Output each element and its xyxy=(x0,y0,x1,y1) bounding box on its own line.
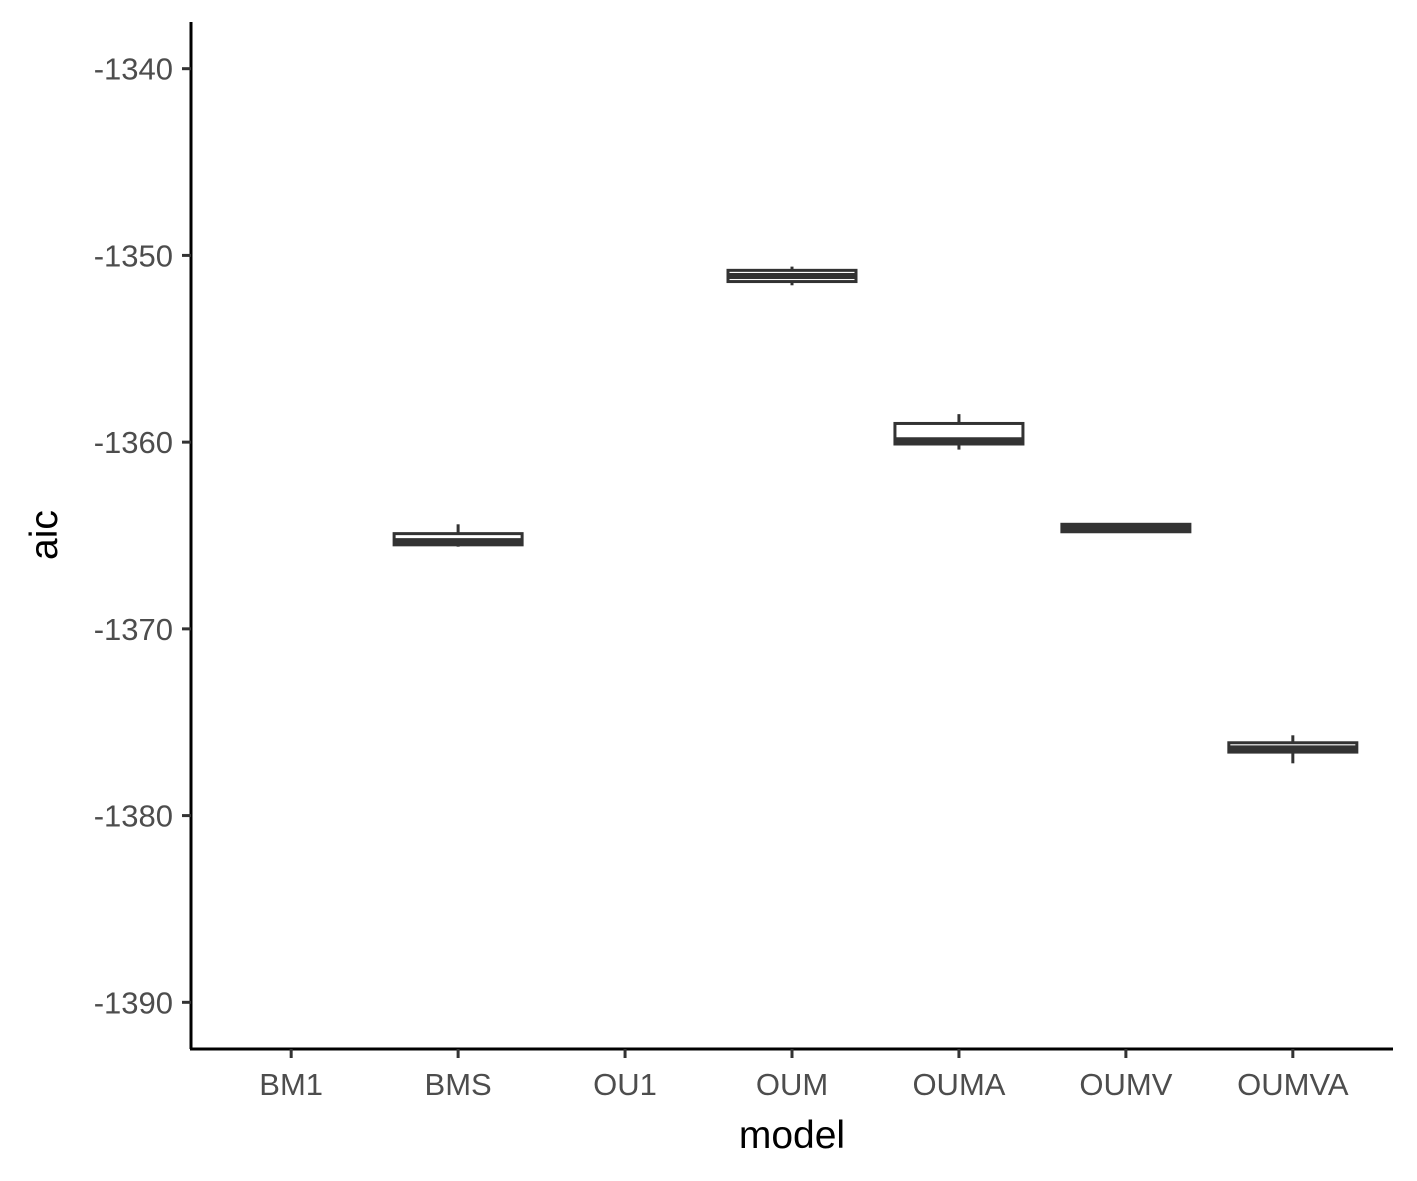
x-tick-label: OUMV xyxy=(1079,1067,1172,1102)
x-axis-title: model xyxy=(739,1114,845,1157)
box-oumv xyxy=(1060,522,1192,534)
x-tick-label: BMS xyxy=(425,1067,492,1102)
y-tick-label: -1340 xyxy=(94,52,173,87)
y-tick-label: -1370 xyxy=(94,612,173,647)
box-ouma xyxy=(893,414,1025,450)
y-tick-label: -1390 xyxy=(94,985,173,1020)
x-tick-label: OUM xyxy=(756,1067,828,1102)
boxes-layer xyxy=(392,266,1359,764)
box-oum xyxy=(726,266,858,286)
y-axis-title: aic xyxy=(23,510,66,560)
y-tick-label: -1380 xyxy=(94,799,173,834)
x-axis-ticks: BM1 BMS OU1 OUM OUMA OUMV OUMVA xyxy=(259,1049,1349,1102)
y-tick-label: -1350 xyxy=(94,238,173,273)
x-tick-label: OUMA xyxy=(912,1067,1005,1102)
box-bms xyxy=(392,524,524,547)
box-oumva xyxy=(1227,735,1359,764)
y-axis-ticks: -1340 -1350 -1360 -1370 -1380 -1390 xyxy=(94,52,191,1020)
y-tick-label: -1360 xyxy=(94,425,173,460)
x-tick-label: OU1 xyxy=(593,1067,657,1102)
x-tick-label: BM1 xyxy=(259,1067,323,1102)
x-tick-label: OUMVA xyxy=(1237,1067,1349,1102)
